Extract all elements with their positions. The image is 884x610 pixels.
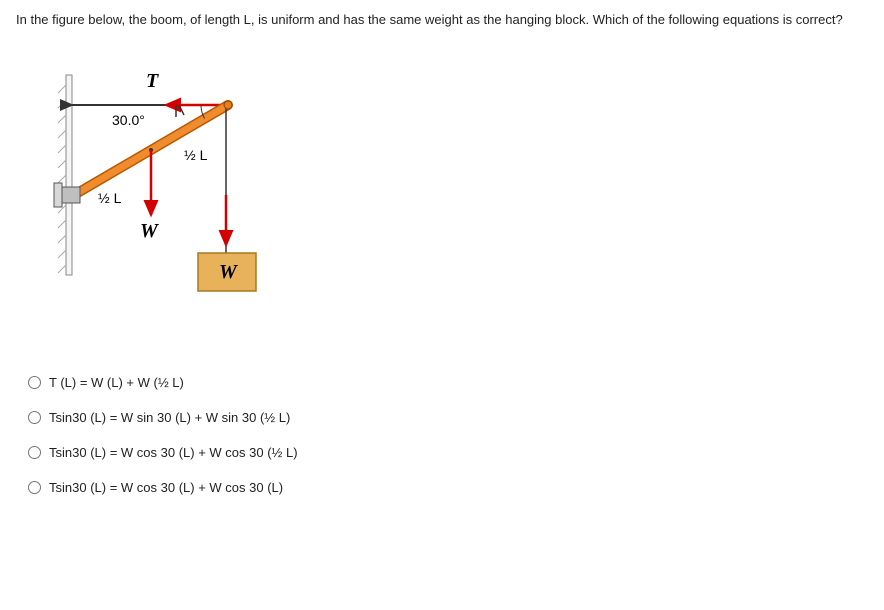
option-2-label: Tsin30 (L) = W sin 30 (L) + W sin 30 (½ … [49,410,290,425]
option-2[interactable]: Tsin30 (L) = W sin 30 (L) + W sin 30 (½ … [28,410,868,425]
option-1-label: T (L) = W (L) + W (½ L) [49,375,184,390]
option-3-radio[interactable] [28,446,41,459]
label-W-boom: W [140,220,159,242]
label-W-block: W [219,261,238,283]
label-T: T [146,70,159,92]
physics-figure: T 30.0° ½ L ½ L W W [36,55,296,335]
label-halfL-lower: ½ L [98,190,122,206]
label-halfL-upper: ½ L [184,147,208,163]
option-1[interactable]: T (L) = W (L) + W (½ L) [28,375,868,390]
label-angle: 30.0° [112,112,145,128]
option-4-radio[interactable] [28,481,41,494]
option-4-label: Tsin30 (L) = W cos 30 (L) + W cos 30 (L) [49,480,283,495]
option-3-label: Tsin30 (L) = W cos 30 (L) + W cos 30 (½ … [49,445,298,460]
option-2-radio[interactable] [28,411,41,424]
option-3[interactable]: Tsin30 (L) = W cos 30 (L) + W cos 30 (½ … [28,445,868,460]
option-1-radio[interactable] [28,376,41,389]
option-4[interactable]: Tsin30 (L) = W cos 30 (L) + W cos 30 (L) [28,480,868,495]
question-text: In the figure below, the boom, of length… [16,12,868,27]
answer-options: T (L) = W (L) + W (½ L) Tsin30 (L) = W s… [28,375,868,495]
